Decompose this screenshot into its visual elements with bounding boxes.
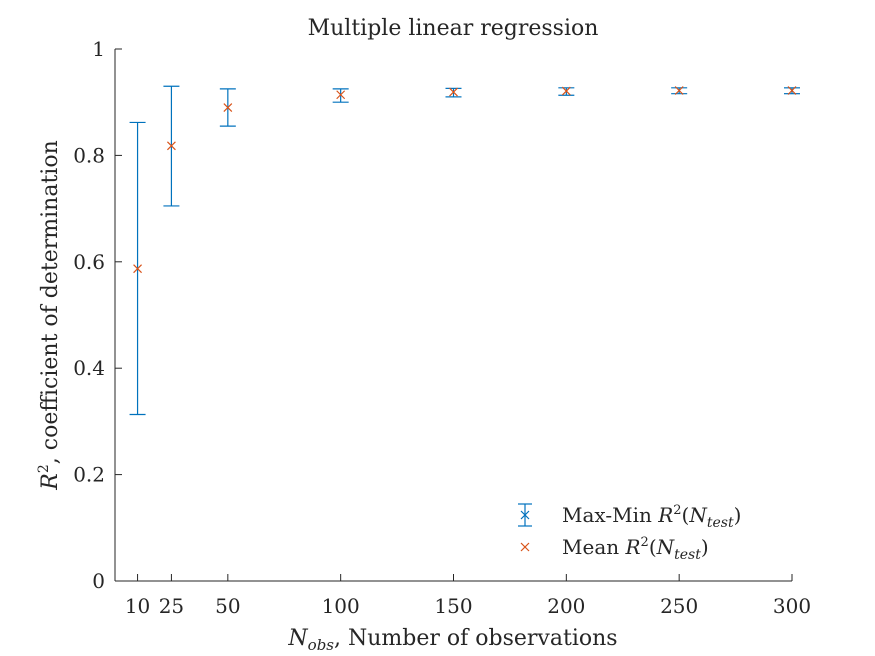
y-axis-label: R2, coefficient of determination — [36, 140, 63, 490]
y-axis-label-text: R2, coefficient of determination — [36, 140, 63, 490]
plot-area — [129, 85, 800, 416]
x-tick-label: 10 — [125, 594, 150, 618]
x-axis-label-text: Nobs, Number of observations — [287, 626, 617, 654]
legend-label: Mean R2(Ntest) — [562, 535, 709, 563]
legend-mean-swatch — [520, 542, 530, 552]
x-axis-label: Nobs, Number of observations — [287, 626, 617, 654]
mean-marker-stroke — [223, 103, 233, 112]
legend: Max-Min R2(Ntest) Mean R2(Ntest) — [518, 503, 741, 563]
mean-point — [223, 103, 233, 112]
y-tick-label: 0.6 — [73, 250, 105, 274]
mean-marker-stroke — [674, 86, 684, 95]
legend-label: Max-Min R2(Ntest) — [562, 503, 741, 531]
x-tick-label: 300 — [773, 594, 811, 618]
mean-marker-stroke — [336, 90, 346, 100]
legend-errorbar-swatch — [518, 503, 532, 527]
y-tick-label: 0 — [92, 569, 105, 593]
mean-point — [166, 141, 176, 151]
x-tick-label: 100 — [322, 594, 360, 618]
y-tick-label: 0.8 — [73, 143, 105, 167]
mean-marker-stroke — [787, 86, 797, 95]
y-tick-label: 1 — [92, 37, 105, 61]
legend-mean-marker — [520, 542, 530, 552]
chart-title: Multiple linear regression — [308, 16, 599, 41]
mean-point — [449, 87, 458, 97]
x-tick-label: 250 — [660, 594, 698, 618]
mean-marker-stroke — [166, 141, 176, 151]
x-tick-label: 150 — [434, 594, 472, 618]
mean-marker-stroke — [133, 264, 142, 274]
mean-point — [133, 264, 142, 274]
mean-point — [336, 90, 346, 100]
x-tick-label: 200 — [547, 594, 585, 618]
y-tick-label: 0.4 — [73, 356, 105, 380]
mean-point — [674, 86, 684, 95]
mean-marker-stroke — [561, 86, 571, 96]
x-tick-label: 50 — [215, 594, 240, 618]
mean-marker-stroke — [449, 87, 458, 97]
x-tick-label: 25 — [159, 594, 184, 618]
mean-point — [787, 86, 797, 95]
y-tick-label: 0.2 — [73, 463, 105, 487]
legend-errorbar-marker — [520, 510, 530, 520]
axes: 0 0.2 0.4 0.6 0.8 1 10 25 50 100 150 200 250 300 — [73, 37, 811, 618]
mean-point — [561, 86, 571, 96]
